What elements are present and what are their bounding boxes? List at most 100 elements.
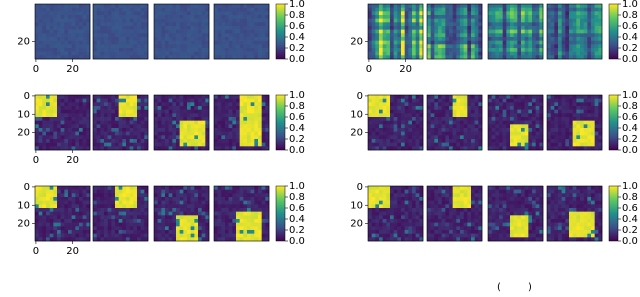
heatmap-cell	[46, 143, 50, 147]
heatmap-cell	[442, 52, 446, 56]
heatmap-cell	[79, 135, 83, 139]
heatmap-cell	[475, 197, 479, 201]
heatmap-cell	[475, 121, 479, 125]
heatmap-cell	[475, 208, 479, 212]
heatmap-cell	[130, 197, 134, 201]
heatmap-cell	[158, 106, 162, 110]
heatmap-cell	[431, 26, 435, 30]
heatmap-cell	[401, 128, 405, 132]
heatmap-cell	[79, 99, 83, 103]
heatmap-cell	[122, 230, 126, 234]
heatmap-cell	[532, 95, 536, 99]
heatmap-cell	[401, 113, 405, 117]
heatmap-cell	[495, 44, 499, 48]
heatmap-cell	[569, 41, 573, 45]
heatmap-cell	[532, 37, 536, 41]
heatmap-cell	[141, 4, 145, 8]
heatmap-cell	[558, 33, 562, 37]
heatmap-cell	[254, 15, 258, 19]
heatmap-cell	[57, 30, 61, 34]
heatmap-cell	[547, 99, 551, 103]
heatmap-cell	[35, 11, 39, 15]
heatmap-cell	[499, 30, 503, 34]
heatmap-cell	[194, 41, 198, 45]
heatmap-cell	[445, 48, 449, 52]
heatmap-cell	[169, 52, 173, 56]
heatmap-cell	[225, 41, 229, 45]
heatmap-cell	[141, 226, 145, 230]
heatmap-cell	[35, 33, 39, 37]
heatmap-cell	[536, 132, 540, 136]
heatmap-cell	[488, 128, 492, 132]
heatmap-cell	[386, 15, 390, 19]
heatmap-cell	[495, 19, 499, 23]
heatmap-cell	[453, 99, 457, 103]
heatmap-cell	[229, 37, 233, 41]
heatmap-cell	[394, 201, 398, 205]
heatmap-cell	[591, 95, 595, 99]
heatmap-cell	[576, 139, 580, 143]
heatmap-cell	[176, 128, 180, 132]
heatmap-cell	[229, 48, 233, 52]
heatmap-cell	[97, 204, 101, 208]
x-tick-label: 20	[66, 155, 79, 166]
heatmap-cell	[39, 41, 43, 45]
heatmap-cell	[431, 201, 435, 205]
heatmap-cell	[191, 223, 195, 227]
heatmap-cell	[119, 4, 123, 8]
heatmap-cell	[408, 4, 412, 8]
heatmap-cell	[562, 99, 566, 103]
heatmap-cell	[97, 102, 101, 106]
heatmap-cell	[46, 33, 50, 37]
heatmap-cell	[176, 110, 180, 114]
heatmap-cell	[536, 117, 540, 121]
heatmap-cell	[431, 190, 435, 194]
heatmap-cell	[408, 99, 412, 103]
heatmap-cell	[488, 30, 492, 34]
heatmap-cell	[158, 37, 162, 41]
heatmap-cell	[521, 8, 525, 12]
heatmap-cell	[35, 193, 39, 197]
heatmap-cell	[100, 110, 104, 114]
heatmap-cell	[506, 132, 510, 136]
heatmap-cell	[100, 30, 104, 34]
heatmap-cell	[93, 30, 97, 34]
heatmap-cell	[119, 19, 123, 23]
heatmap-cell	[514, 95, 518, 99]
heatmap-cell	[191, 197, 195, 201]
heatmap-cell	[79, 208, 83, 212]
heatmap-cell	[416, 234, 420, 238]
heatmap-cell	[517, 124, 521, 128]
heatmap-cell	[243, 37, 247, 41]
heatmap-cell	[397, 113, 401, 117]
heatmap-cell	[232, 44, 236, 48]
heatmap-cell	[169, 234, 173, 238]
heatmap-cell	[61, 230, 65, 234]
heatmap-cell	[383, 102, 387, 106]
heatmap-cell	[562, 44, 566, 48]
heatmap-cell	[532, 113, 536, 117]
heatmap-cell	[183, 4, 187, 8]
heatmap-cell	[431, 106, 435, 110]
heatmap-cell	[122, 128, 126, 132]
heatmap-cell	[456, 110, 460, 114]
heatmap-cell	[202, 201, 206, 205]
heatmap-cell	[554, 33, 558, 37]
heatmap-cell	[122, 99, 126, 103]
heatmap-cell	[165, 219, 169, 223]
heatmap-cell	[229, 110, 233, 114]
heatmap-cell	[119, 223, 123, 227]
heatmap-cell	[401, 215, 405, 219]
heatmap-cell	[111, 139, 115, 143]
heatmap-cell	[372, 230, 376, 234]
heatmap-cell	[97, 212, 101, 216]
heatmap-cell	[427, 41, 431, 45]
heatmap-cell	[104, 204, 108, 208]
heatmap-cell	[180, 117, 184, 121]
heatmap-cell	[551, 143, 555, 147]
heatmap-cell	[375, 113, 379, 117]
heatmap-cell	[442, 26, 446, 30]
heatmap-cell	[427, 26, 431, 30]
heatmap-cell	[412, 4, 416, 8]
heatmap-cell	[221, 193, 225, 197]
